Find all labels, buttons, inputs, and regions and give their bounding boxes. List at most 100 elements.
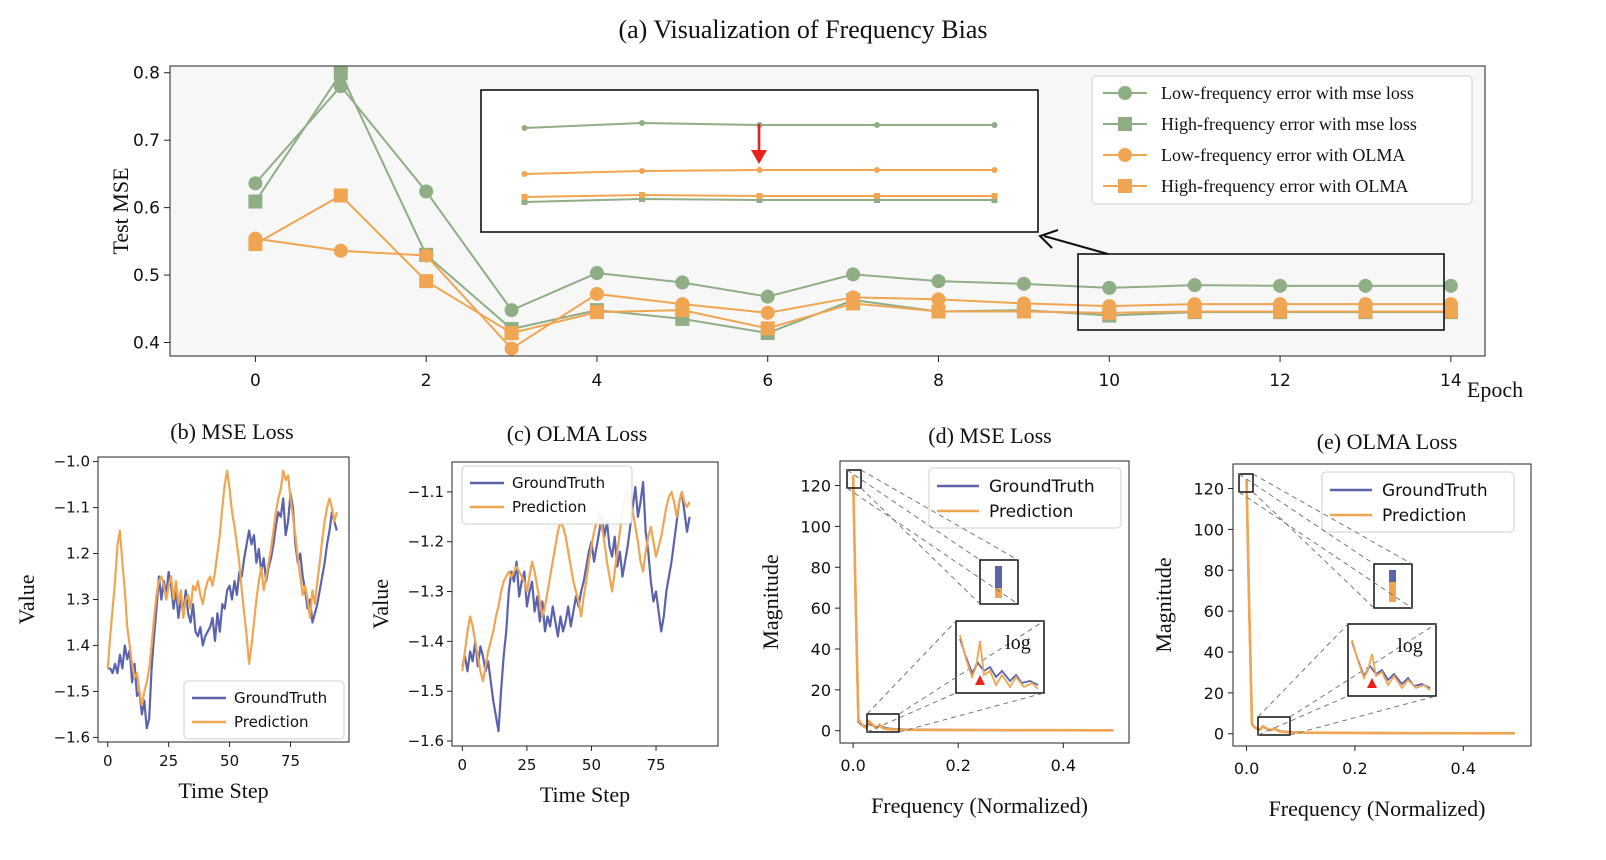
peak-connector-d-3 [846,487,1019,605]
series-a-point-0-3 [504,303,519,318]
ytick-label-e-2: 40 [1204,643,1224,662]
legend-a-label-3: High-frequency error with OLMA [1161,176,1408,196]
ytick-label-b-6: −1.6 [54,728,90,746]
legend-a-marker-1 [1118,117,1132,131]
log-inset-label-e: log [1397,635,1423,657]
peak-connector-e-2 [1238,473,1375,565]
xtick-label-a-7: 14 [1440,371,1462,391]
xtick-label-b-0: 0 [103,752,113,770]
series-a-point-3-13 [1358,304,1373,319]
series-a-point-3-0 [248,237,263,252]
series-a-point-2-8 [931,292,946,307]
ytick-label-e-0: 0 [1214,725,1224,744]
ytick-label-b-0: −1.0 [54,453,90,471]
series-a-point-0-5 [675,275,690,290]
series-a-point-3-9 [1016,304,1031,319]
legend-a-label-2: Low-frequency error with OLMA [1161,145,1405,165]
log-connector-e-1 [1289,623,1437,718]
inset-a-point-3-2 [756,193,763,199]
peak-inset-bar-pred-e [1389,582,1396,602]
ytick-label-d-3: 60 [811,599,831,618]
ytick-label-d-1: 20 [811,681,831,700]
peak-inset-bar-gt-d [995,566,1002,588]
connector-arrow-head [1038,229,1059,249]
ytick-label-c-5: −1.6 [408,732,444,750]
xtick-label-d-1: 0.2 [946,756,971,775]
series-a-point-3-11 [1187,304,1202,319]
xtick-label-b-2: 50 [220,752,239,770]
xtick-label-c-0: 0 [458,756,468,774]
inset-a-point-1-0 [521,199,528,205]
ytick-label-d-0: 0 [821,722,831,741]
xlabel-b: Time Step [178,778,268,803]
series-a-point-3-1 [333,188,348,203]
xtick-label-e-2: 0.4 [1451,759,1476,778]
ytick-label-e-1: 20 [1204,684,1224,703]
ytick-label-b-4: 1.4 [66,636,90,654]
inset-a-point-2-2 [756,167,763,173]
inset-a-point-2-4 [991,167,998,173]
xtick-label-a-0: 0 [250,371,261,391]
series-a-point-0-8 [931,274,946,289]
title-b: (b) MSE Loss [170,419,293,444]
xtick-label-a-3: 6 [762,371,773,391]
ytick-label-b-2: 1.2 [66,545,90,563]
inset-a-point-0-1 [639,120,645,126]
series-a-point-0-12 [1273,278,1288,293]
title-d: (d) MSE Loss [928,423,1051,448]
xtick-label-d-0: 0.0 [840,756,865,775]
legend-b-label-0: GroundTruth [234,689,327,707]
xtick-label-e-1: 0.2 [1342,759,1367,778]
series-a-point-0-7 [846,267,861,282]
series-a-point-0-6 [760,289,775,304]
inset-a-point-2-1 [639,168,645,174]
series-a-point-3-8 [931,304,946,319]
series-a-point-0-9 [1016,276,1031,291]
red-arrow-head [751,150,767,164]
ytick-label-a-1: 0.5 [133,266,160,286]
xtick-label-a-4: 8 [933,371,944,391]
ytick-label-c-2: −1.3 [408,583,444,601]
xtick-label-a-1: 2 [421,371,432,391]
inset-a-point-1-4 [991,197,998,203]
ytick-label-d-5: 100 [800,517,831,536]
legend-b [183,680,345,740]
log-inset-gt-d [959,638,1039,686]
peak-zoom-box-d [846,469,862,489]
connector-arrow-shaft [1043,235,1109,255]
inset-a-point-1-1 [639,196,645,202]
ytick-label-a-4: 0.8 [133,64,160,84]
ytick-label-c-4: −1.5 [408,682,444,700]
log-inset-pred-d [959,634,1039,690]
title-c: (c) OLMA Loss [507,421,648,446]
peak-connector-e-0 [1252,473,1413,565]
ytick-label-d-6: 120 [800,477,831,496]
log-connector-d-0 [866,620,957,715]
inset-a-point-0-4 [991,122,998,128]
ytick-label-b-5: −1.5 [54,682,90,700]
lowfreq-zoom-box-d [866,713,900,733]
inset-a-point-0-3 [874,122,880,128]
log-inset-pred-e [1351,639,1431,691]
legend-a-marker-2 [1118,148,1132,162]
series-a-point-2-1 [333,243,348,258]
peak-connector-d-0 [860,469,1019,561]
ylabel-e: Magnitude [1151,557,1176,652]
ytick-label-b-3: 1.3 [66,591,90,609]
series-a-point-3-6 [760,321,775,336]
series-a-point-3-12 [1273,304,1288,319]
ytick-label-a-3: 0.7 [133,131,160,151]
ytick-label-e-3: 60 [1204,602,1224,621]
legend-d-label-0: GroundTruth [989,477,1095,497]
xtick-label-e-0: 0.0 [1234,759,1259,778]
legend-e-label-1: Prediction [1382,506,1466,526]
xtick-label-c-3: 75 [646,756,665,774]
log-inset-label-d: log [1005,632,1031,654]
inset-a-point-2-3 [874,167,880,173]
series-a-point-0-11 [1187,278,1202,293]
xtick-label-b-3: 75 [281,752,300,770]
series-a-point-3-10 [1102,305,1117,320]
ylabel-a: Test MSE [108,167,133,254]
xtick-label-c-2: 50 [582,756,601,774]
series-a-point-0-4 [589,266,604,281]
